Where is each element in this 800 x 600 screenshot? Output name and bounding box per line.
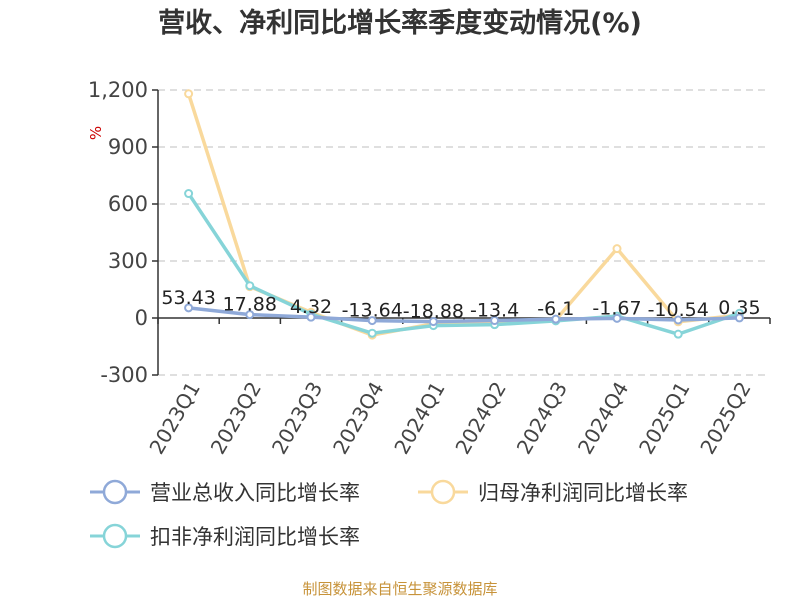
x-tick-label: 2024Q3 (512, 378, 572, 459)
y-axis-ticks: -300 0 300 600 900 1,200 (88, 78, 158, 387)
data-point (367, 316, 377, 326)
data-point (551, 314, 561, 324)
data-label: -1.67 (592, 297, 641, 319)
data-point (184, 303, 194, 313)
data-label: -6.1 (537, 298, 574, 320)
x-axis-ticks: 2023Q1 2023Q2 2023Q3 2023Q4 2024Q1 2024Q2 2024… (144, 318, 771, 459)
x-tick-label: 2023Q1 (144, 378, 204, 459)
x-tick-label: 2023Q2 (206, 378, 266, 459)
y-tick-label: 1,200 (88, 78, 148, 102)
data-point (245, 310, 255, 320)
data-point (673, 315, 683, 325)
legend-swatch-marker (102, 523, 128, 549)
data-labels: 53.43 17.88 4.32 -13.64 -18.88 -13.4 -6.1 -1.67… (161, 287, 760, 323)
series-lines (184, 89, 744, 340)
x-tick-label: 2025Q2 (695, 378, 755, 459)
x-tick-label: 2024Q2 (450, 377, 510, 458)
y-tick-label: 0 (135, 306, 148, 330)
data-point (184, 89, 194, 99)
y-tick-label: 300 (108, 249, 148, 273)
legend-swatch-marker (102, 479, 128, 505)
y-tick-label: 600 (108, 192, 148, 216)
data-label: 4.32 (290, 296, 332, 318)
y-axis-unit: % (87, 126, 105, 140)
data-point (367, 328, 377, 338)
data-point (184, 189, 194, 199)
x-tick-label: 2024Q4 (573, 378, 633, 459)
legend-label: 扣非净利润同比增长率 (150, 525, 360, 549)
data-label: -13.64 (342, 300, 403, 322)
legend-swatch-marker (430, 479, 456, 505)
series-line (188, 306, 740, 324)
x-tick-label: 2023Q3 (267, 378, 327, 459)
legend-label: 归母净利润同比增长率 (478, 481, 688, 505)
data-label: 0.35 (718, 297, 760, 319)
data-point (245, 281, 255, 291)
y-tick-label: -300 (100, 363, 148, 387)
data-point (612, 244, 622, 254)
data-point (428, 317, 438, 327)
source-note: 制图数据来自恒生聚源数据库 (302, 580, 497, 598)
data-point (734, 313, 744, 323)
data-label: -18.88 (403, 301, 464, 323)
data-label: 53.43 (161, 287, 215, 309)
legend-label: 营业总收入同比增长率 (150, 481, 360, 505)
gridlines (158, 89, 770, 376)
x-tick-label: 2025Q1 (634, 378, 694, 459)
x-tick-label: 2024Q1 (389, 378, 449, 459)
data-point (612, 313, 622, 323)
y-tick-label: 900 (108, 135, 148, 159)
chart-title: 营收、净利同比增长率季度变动情况(%) (158, 7, 642, 39)
x-tick-label: 2023Q4 (328, 378, 388, 459)
data-point (306, 312, 316, 322)
data-point (490, 316, 500, 326)
data-label: -13.4 (470, 300, 519, 322)
series-line (187, 192, 740, 336)
data-label: -10.54 (648, 299, 709, 321)
data-label: 17.88 (223, 294, 277, 316)
data-point (673, 329, 683, 339)
